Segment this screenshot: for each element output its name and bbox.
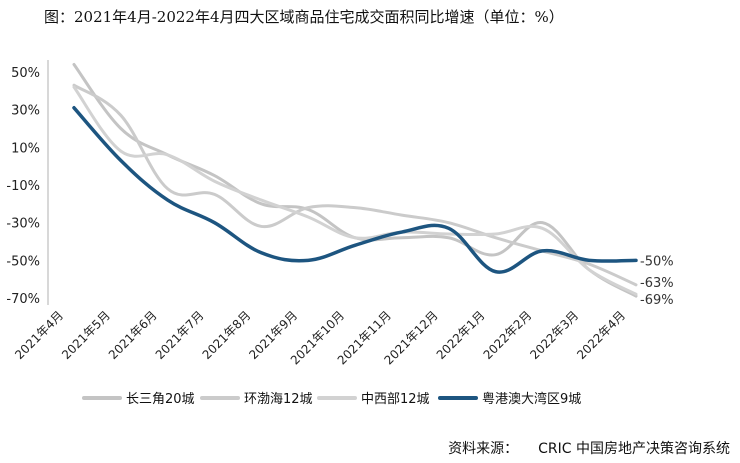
end-value-label: -69% xyxy=(640,293,674,308)
y-tick-label: 30% xyxy=(11,104,40,119)
source-text: CRIC 中国房地产决策咨询系统 xyxy=(538,441,730,457)
legend-swatch-yangtze xyxy=(82,395,122,400)
labels-layer: -50% -63% -69% xyxy=(640,254,674,308)
legend-item-yangtze: 长三角20城 xyxy=(82,388,195,407)
y-tick-label: -70% xyxy=(6,292,40,307)
x-tick-label: 2022年2月 xyxy=(481,308,535,362)
x-tick-label: 2022年1月 xyxy=(434,308,488,362)
legend-swatch-bohai xyxy=(200,395,240,400)
legend: 长三角20城 环渤海12城 中西部12城 粤港澳大湾区9城 xyxy=(0,388,740,412)
source-note: 资料来源： CRIC 中国房地产决策咨询系统 xyxy=(448,438,730,458)
y-tick-label: -10% xyxy=(6,179,40,194)
x-tick-label: 2021年8月 xyxy=(200,308,254,362)
legend-label-bohai: 环渤海12城 xyxy=(244,392,313,407)
legend-label-central-west: 中西部12城 xyxy=(361,392,430,407)
series-line-gba xyxy=(72,106,638,274)
x-tick-label: 2021年5月 xyxy=(59,308,113,362)
y-tick-label: 10% xyxy=(11,141,40,156)
legend-label-gba: 粤港澳大湾区9城 xyxy=(482,392,582,407)
legend-swatch-gba xyxy=(438,395,478,400)
legend-item-gba: 粤港澳大湾区9城 xyxy=(438,388,581,407)
series-line-central-west xyxy=(72,85,638,296)
y-tick-label: -50% xyxy=(6,254,40,269)
y-tick-label: -30% xyxy=(6,217,40,232)
series-line-bohai xyxy=(72,83,638,287)
chart-title: 图：2021年4月-2022年4月四大区域商品住宅成交面积同比增速（单位：%） xyxy=(44,8,564,26)
source-label: 资料来源： xyxy=(448,441,519,457)
x-tick-label: 2021年7月 xyxy=(153,308,207,362)
series-layer xyxy=(72,62,638,298)
legend-swatch-central-west xyxy=(317,395,357,400)
x-tick-label: 2022年3月 xyxy=(527,308,581,362)
legend-item-bohai: 环渤海12城 xyxy=(200,388,313,407)
y-tick-label: 50% xyxy=(11,66,40,81)
end-value-label: -50% xyxy=(640,254,674,269)
end-value-label: -63% xyxy=(640,276,674,291)
x-tick-label: 2022年4月 xyxy=(574,308,628,362)
legend-label-yangtze: 长三角20城 xyxy=(126,392,195,407)
legend-item-central-west: 中西部12城 xyxy=(317,388,430,407)
x-tick-label: 2021年6月 xyxy=(106,308,160,362)
x-tick-label: 2021年4月 xyxy=(12,308,66,362)
